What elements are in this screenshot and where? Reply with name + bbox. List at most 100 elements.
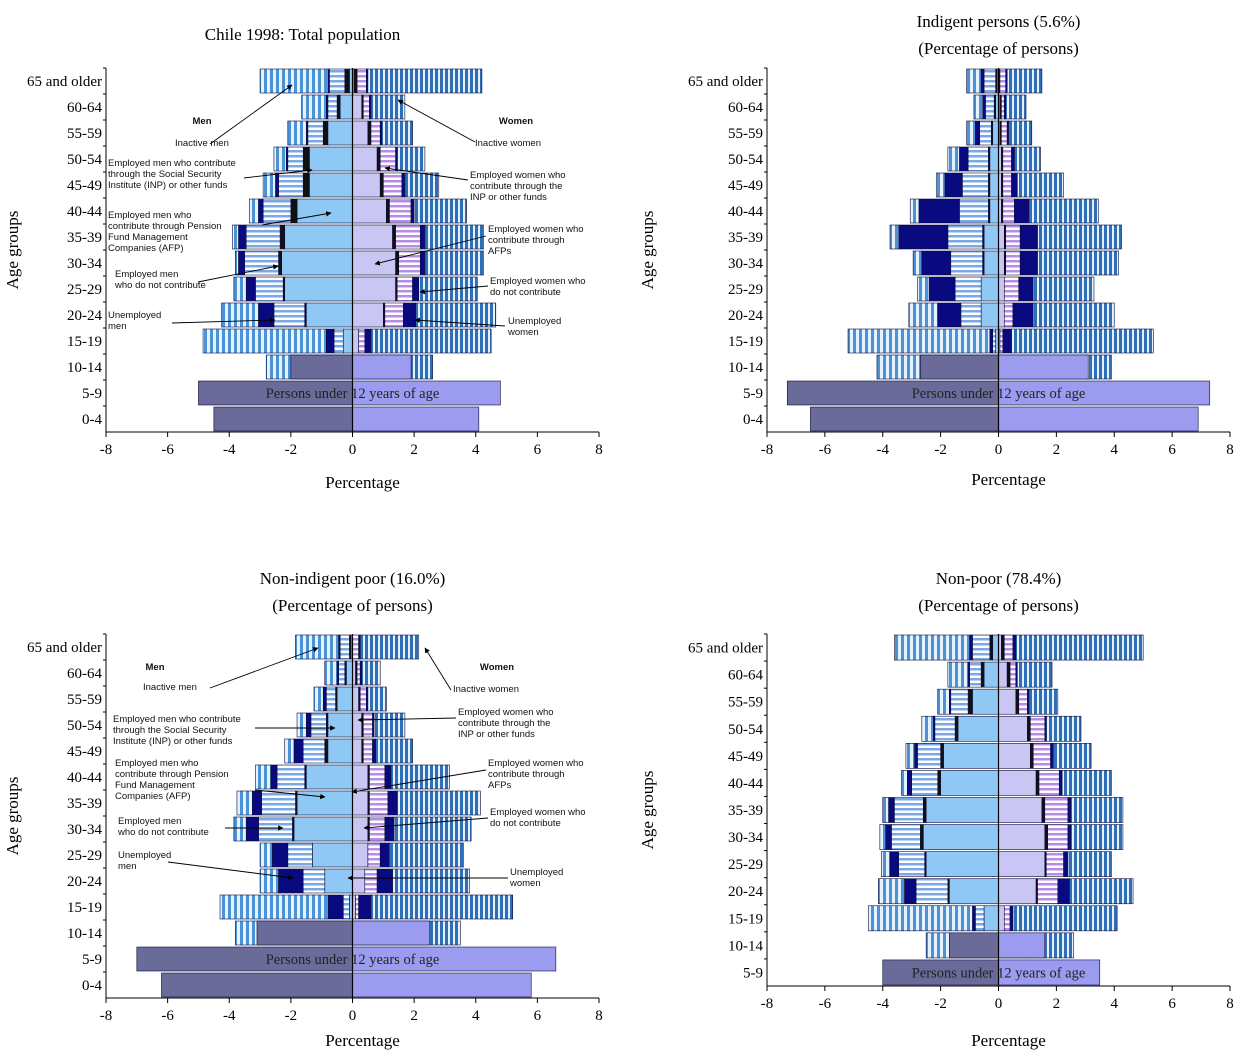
bar-women xyxy=(352,842,369,868)
bar-under12-women xyxy=(352,380,501,406)
bar-women xyxy=(412,276,420,302)
bar-men xyxy=(904,878,917,905)
bar-men xyxy=(342,894,350,920)
y-tick-label: 15-19 xyxy=(67,334,102,350)
bar-men xyxy=(276,764,306,790)
bar-men xyxy=(202,328,327,354)
y-tick-label: 50-54 xyxy=(728,722,763,738)
bar-women xyxy=(1008,120,1033,146)
bar-women xyxy=(1032,302,1115,328)
x-tick-label: 8 xyxy=(595,442,603,458)
bar-under12-women xyxy=(352,946,557,972)
bar-men xyxy=(969,661,982,688)
men-annotation: through the Social Security xyxy=(108,169,222,180)
bar-women xyxy=(999,68,1007,94)
men-heading: Men xyxy=(193,116,212,127)
chart-title: Indigent persons (5.6%) xyxy=(917,12,1081,31)
men-annotation: men xyxy=(108,321,126,332)
y-tick-label: 50-54 xyxy=(67,718,102,734)
bar-women xyxy=(395,224,421,250)
women-annotation: Inactive women xyxy=(453,684,519,695)
y-tick-label: 30-34 xyxy=(728,256,763,272)
y-tick-label: 10-14 xyxy=(67,926,102,942)
women-annotation: do not contribute xyxy=(490,287,561,298)
y-tick-label: 20-24 xyxy=(67,874,102,890)
bar-men xyxy=(947,224,983,250)
men-annotation: men xyxy=(118,861,136,872)
bar-women xyxy=(352,712,363,738)
bar-women xyxy=(1002,146,1012,172)
bar-men xyxy=(989,172,999,198)
women-annotation: Employed women who xyxy=(490,807,586,818)
bar-women xyxy=(352,738,363,764)
x-tick-label: 0 xyxy=(349,442,357,458)
bar-men xyxy=(911,770,939,796)
women-annotation: Employed women who xyxy=(488,224,584,235)
bar-women xyxy=(1012,634,1017,661)
bar-under12-men xyxy=(949,932,999,959)
bar-women xyxy=(384,302,404,328)
bar-men xyxy=(912,250,923,276)
x-tick-label: 8 xyxy=(1226,442,1234,458)
bar-men xyxy=(305,712,312,738)
women-annotation: contribute through the xyxy=(470,181,562,192)
x-tick-label: 0 xyxy=(995,996,1003,1012)
bar-men xyxy=(329,68,346,94)
women-heading: Women xyxy=(499,116,533,127)
women-annotation: contribute through xyxy=(488,235,565,246)
bar-women xyxy=(1002,328,1012,354)
bar-men xyxy=(235,250,239,276)
bar-men xyxy=(917,276,930,302)
bar-women xyxy=(1070,797,1124,823)
women-annotation: contribute through the xyxy=(458,718,550,729)
bar-women xyxy=(1041,797,1046,823)
pyramid-chart: -8 -6 -4 -2 0 2 4 6 8 65 and older 60-64 55-59 50-54… xyxy=(3,569,603,1050)
bar-women xyxy=(389,198,412,224)
y-tick-label: 55-59 xyxy=(67,692,102,708)
bar-women xyxy=(369,764,386,790)
bar-men xyxy=(281,250,353,276)
bar-women xyxy=(1067,824,1072,850)
x-tick-label: 2 xyxy=(410,1008,418,1024)
women-annotation: AFPs xyxy=(488,246,511,257)
x-axis-label: Percentage xyxy=(325,1031,400,1050)
y-axis-label: Age groups xyxy=(638,771,657,850)
bar-men xyxy=(882,797,889,823)
men-annotation: who do not contribute xyxy=(114,280,206,291)
bar-men xyxy=(992,328,996,354)
chart-subtitle: (Percentage of persons) xyxy=(918,39,1079,58)
y-tick-label: 0-4 xyxy=(743,412,763,428)
bar-men xyxy=(878,878,905,905)
x-tick-label: -2 xyxy=(285,442,298,458)
bar-men xyxy=(992,120,999,146)
bar-men xyxy=(259,868,279,894)
bar-men xyxy=(309,172,353,198)
bar-men xyxy=(917,743,941,769)
bar-women xyxy=(1017,172,1064,198)
bar-women xyxy=(1032,276,1095,302)
bar-men xyxy=(989,634,994,661)
bar-women xyxy=(1005,250,1021,276)
bar-men xyxy=(326,328,335,354)
bar-men xyxy=(894,797,924,823)
bar-men xyxy=(888,797,895,823)
bar-women xyxy=(1047,824,1069,850)
bar-men xyxy=(284,276,353,302)
bar-men xyxy=(922,797,927,823)
bar-men xyxy=(284,738,295,764)
bar-men xyxy=(273,146,287,172)
bar-women xyxy=(1006,68,1043,94)
bar-men xyxy=(940,743,944,769)
bar-men xyxy=(989,198,999,224)
bar-men xyxy=(925,851,999,877)
bar-women xyxy=(1002,172,1012,198)
bar-under12-men xyxy=(256,920,353,946)
bar-women xyxy=(1001,94,1005,120)
bar-women xyxy=(1067,851,1112,877)
bar-men xyxy=(233,816,247,842)
bar-women xyxy=(352,198,387,224)
bar-men xyxy=(324,660,338,686)
bar-men xyxy=(967,146,989,172)
bar-women xyxy=(376,868,393,894)
bar-women xyxy=(356,660,361,686)
